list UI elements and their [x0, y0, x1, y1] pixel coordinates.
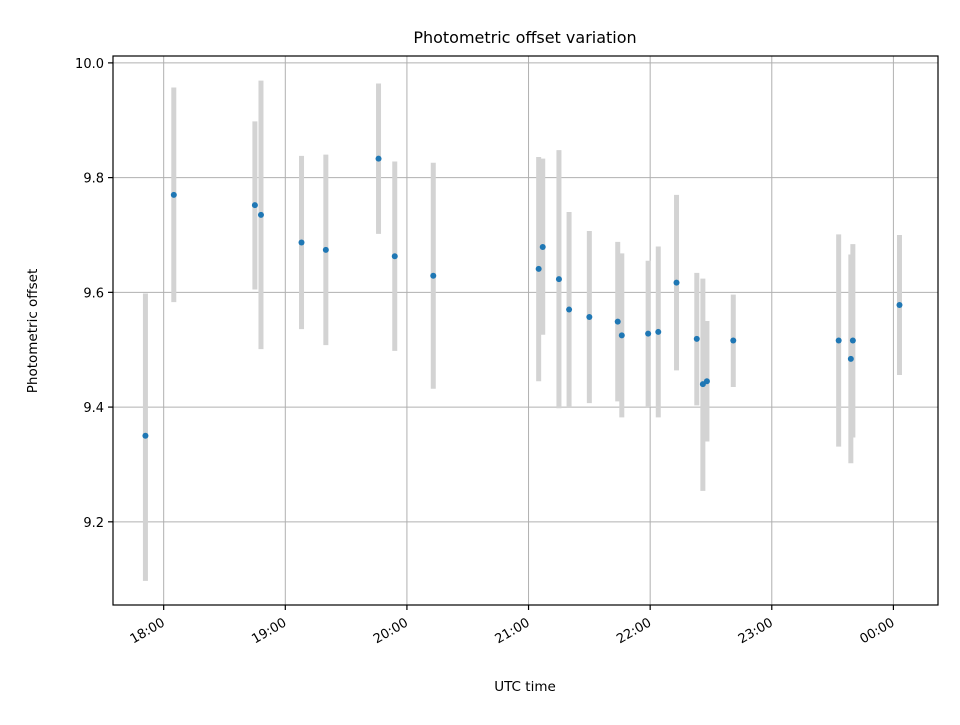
- x-axis-label: UTC time: [494, 679, 556, 695]
- data-point: [849, 337, 856, 344]
- data-point: [539, 244, 546, 251]
- data-point: [618, 332, 625, 339]
- data-point: [566, 306, 573, 313]
- data-point: [586, 314, 593, 321]
- data-point: [257, 211, 264, 218]
- data-point: [693, 335, 700, 342]
- data-point: [298, 239, 305, 246]
- y-axis-label: Photometric offset: [25, 269, 41, 393]
- data-point: [645, 330, 652, 337]
- tick-layer: [108, 62, 895, 610]
- data-point: [142, 432, 149, 439]
- data-point: [391, 253, 398, 260]
- data-point: [375, 155, 382, 162]
- plot-area: [113, 56, 938, 605]
- data-point: [730, 337, 737, 344]
- data-point: [703, 378, 710, 385]
- data-point: [251, 202, 258, 209]
- plot-frame: [112, 55, 939, 606]
- y-tick-label: 9.6: [83, 286, 104, 301]
- y-tick-label: 9.4: [83, 401, 104, 416]
- data-point: [835, 337, 842, 344]
- data-point: [614, 318, 621, 325]
- data-point: [555, 276, 562, 283]
- data-point: [322, 246, 329, 253]
- data-point: [847, 355, 854, 362]
- data-point: [655, 328, 662, 335]
- chart-title: Photometric offset variation: [413, 28, 636, 47]
- data-point: [535, 265, 542, 272]
- data-point: [673, 279, 680, 286]
- y-tick-label: 10.0: [75, 57, 104, 72]
- data-point: [896, 301, 903, 308]
- y-tick-label: 9.2: [83, 516, 104, 531]
- data-point: [430, 272, 437, 279]
- data-point: [170, 191, 177, 198]
- point-layer: [142, 155, 903, 439]
- y-tick-label: 9.8: [83, 172, 104, 187]
